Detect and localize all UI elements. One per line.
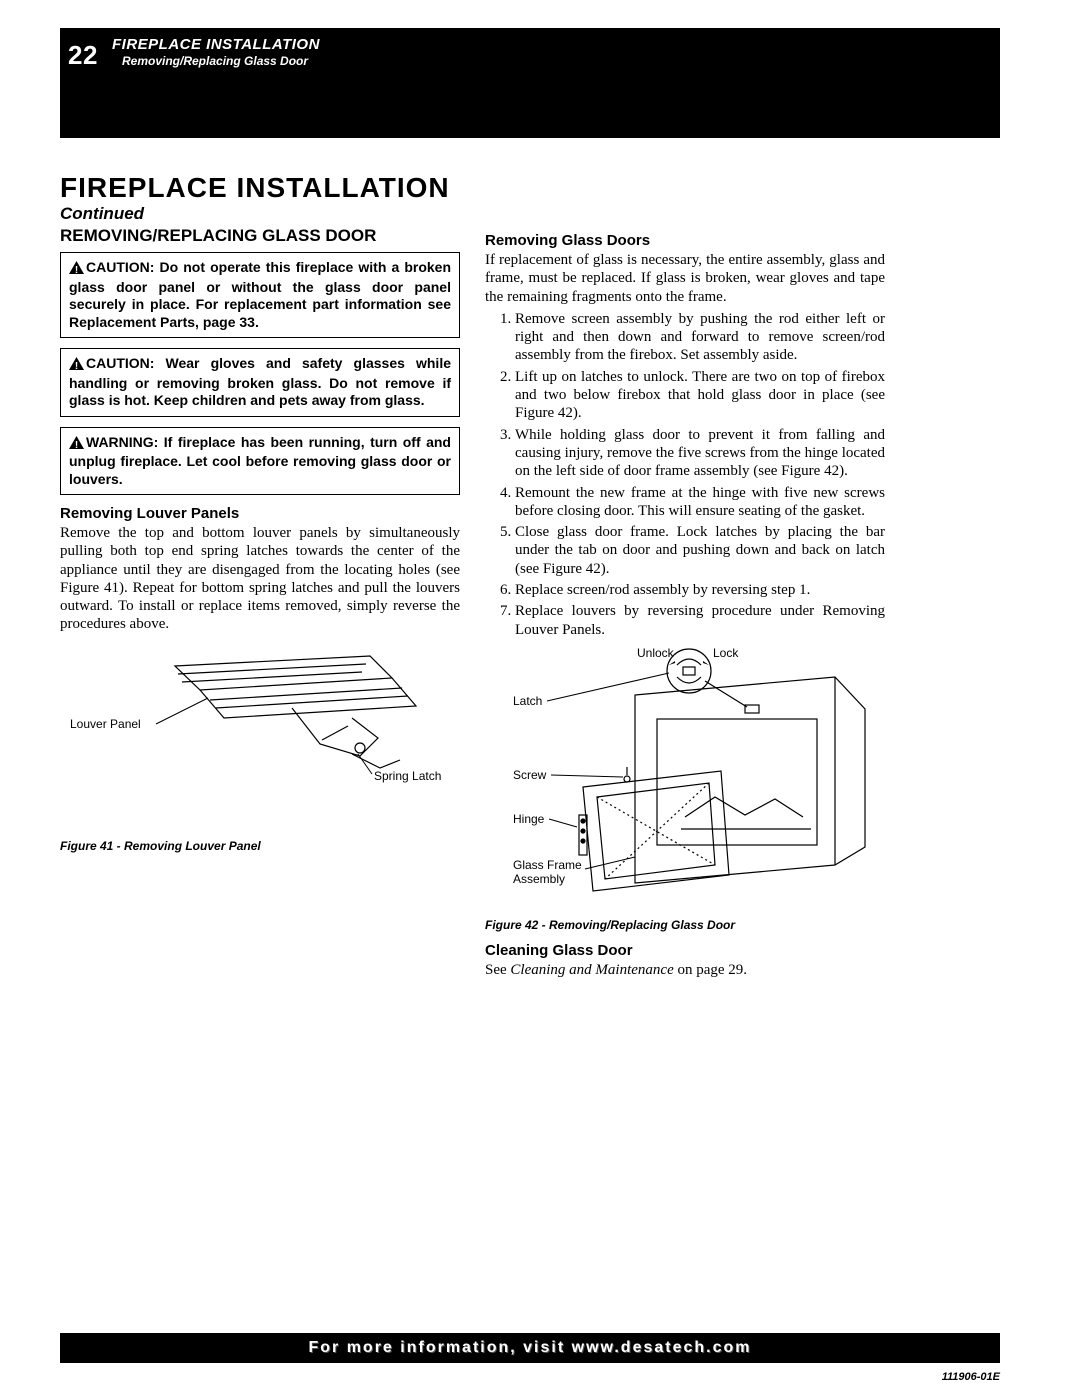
svg-text:!: ! <box>75 440 78 449</box>
warning-text: WARNING: If fireplace has been running, … <box>69 434 451 487</box>
footer-bar: For more information, visit www.desatech… <box>60 1333 1000 1363</box>
document-id: 111906-01E <box>942 1371 1000 1383</box>
fig42-label-screw: Screw <box>513 768 547 782</box>
fig42-label-lock: Lock <box>713 647 739 660</box>
fig41-label-louver: Louver Panel <box>70 717 141 731</box>
main-title: FIREPLACE INSTALLATION <box>60 172 450 204</box>
figure-41-diagram: Louver Panel Spring Latch <box>60 648 460 828</box>
warning-box: ! WARNING: If fireplace has been running… <box>60 427 460 496</box>
step-item: Close glass door frame. Lock latches by … <box>515 523 885 578</box>
figure-41-caption: Figure 41 - Removing Louver Panel <box>60 839 460 853</box>
louver-paragraph: Remove the top and bottom louver panels … <box>60 524 460 634</box>
fig42-label-glassframe: Glass Frame <box>513 858 582 872</box>
section-heading: REMOVING/REPLACING GLASS DOOR <box>60 226 460 246</box>
svg-text:!: ! <box>75 361 78 370</box>
figure-42-diagram: Unlock Lock Latch Screw Hinge Glass Fram… <box>485 647 885 907</box>
removing-glass-heading: Removing Glass Doors <box>485 232 885 249</box>
figure-41: Louver Panel Spring Latch Figure 41 - Re… <box>60 648 460 853</box>
fig41-label-spring: Spring Latch <box>374 769 441 783</box>
warning-triangle-icon: ! <box>69 261 84 279</box>
header-title: FIREPLACE INSTALLATION <box>112 36 320 53</box>
continued-label: Continued <box>60 204 144 224</box>
page-header: 22 FIREPLACE INSTALLATION Removing/Repla… <box>60 28 1000 138</box>
warning-triangle-icon: ! <box>69 436 84 454</box>
fig42-label-assembly: Assembly <box>513 872 565 886</box>
fig42-label-unlock: Unlock <box>637 647 675 660</box>
cleaning-text: See Cleaning and Maintenance on page 29. <box>485 961 885 979</box>
removing-glass-intro: If replacement of glass is necessary, th… <box>485 251 885 306</box>
fig42-label-hinge: Hinge <box>513 812 545 826</box>
steps-list: Remove screen assembly by pushing the ro… <box>485 310 885 639</box>
step-item: Replace screen/rod assembly by reversing… <box>515 581 885 599</box>
left-column: REMOVING/REPLACING GLASS DOOR ! CAUTION:… <box>60 226 460 853</box>
figure-42: Unlock Lock Latch Screw Hinge Glass Fram… <box>485 647 885 932</box>
header-subtitle: Removing/Replacing Glass Door <box>122 54 308 68</box>
right-column: Removing Glass Doors If replacement of g… <box>485 226 885 983</box>
warning-triangle-icon: ! <box>69 357 84 375</box>
step-item: Lift up on latches to unlock. There are … <box>515 368 885 423</box>
fig42-label-latch: Latch <box>513 694 542 708</box>
caution-box-1: ! CAUTION: Do not operate this fireplace… <box>60 252 460 338</box>
step-item: Replace louvers by reversing procedure u… <box>515 602 885 639</box>
caution-2-text: CAUTION: Wear gloves and safety glasses … <box>69 355 451 408</box>
cleaning-heading: Cleaning Glass Door <box>485 942 885 959</box>
step-item: Remove screen assembly by pushing the ro… <box>515 310 885 365</box>
step-item: While holding glass door to prevent it f… <box>515 426 885 481</box>
svg-text:!: ! <box>75 265 78 274</box>
step-item: Remount the new frame at the hinge with … <box>515 484 885 521</box>
caution-1-text: CAUTION: Do not operate this fireplace w… <box>69 259 451 330</box>
page-number: 22 <box>68 40 98 71</box>
removing-louver-heading: Removing Louver Panels <box>60 505 460 522</box>
caution-box-2: ! CAUTION: Wear gloves and safety glasse… <box>60 348 460 417</box>
figure-42-caption: Figure 42 - Removing/Replacing Glass Doo… <box>485 918 885 932</box>
